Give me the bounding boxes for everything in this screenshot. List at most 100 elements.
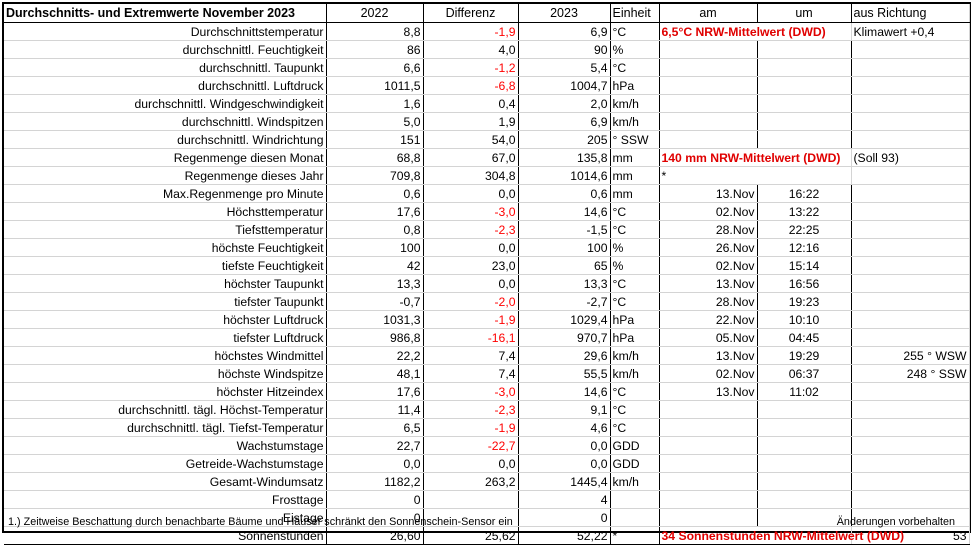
value-differenz	[423, 490, 519, 509]
value-differenz: 1,9	[423, 112, 519, 131]
value-2022: 86	[326, 40, 424, 59]
value-differenz: 4,0	[423, 40, 519, 59]
value-unit: °C	[610, 274, 660, 293]
value-date: 28.Nov	[659, 292, 758, 311]
footer-note: 1.) Zeitweise Beschattung durch benachba…	[8, 516, 513, 528]
value-unit: km/h	[610, 364, 660, 383]
value-2022: 0,6	[326, 184, 424, 203]
table-row: Tiefsttemperatur 0,8 -2,3 -1,5 °C 28.Nov 22:25	[4, 220, 970, 239]
value-direction	[851, 130, 970, 149]
table-row: durchschnittl. Windgeschwindigkeit 1,6 0,4…	[4, 94, 970, 113]
value-time	[757, 472, 852, 491]
value-date: 13.Nov	[659, 184, 758, 203]
table-row: Höchsttemperatur 17,6 -3,0 14,6 °C 02.Nov 13:2…	[4, 202, 970, 221]
value-unit: °C	[610, 22, 660, 41]
value-2023: 6,9	[518, 22, 611, 41]
value-differenz: 263,2	[423, 472, 519, 491]
value-direction	[851, 418, 970, 437]
value-differenz: -1,9	[423, 418, 519, 437]
row-label: durchschnittl. Windrichtung	[4, 130, 327, 149]
col-header-am: am	[659, 4, 758, 23]
value-differenz: -16,1	[423, 328, 519, 347]
row-label: durchschnittl. Windspitzen	[4, 112, 327, 131]
value-2022: 1182,2	[326, 472, 424, 491]
value-time	[757, 418, 852, 437]
value-2023: 65	[518, 256, 611, 275]
value-2022: 0	[326, 490, 424, 509]
col-header-einheit: Einheit	[610, 4, 660, 23]
value-2023: 14,6	[518, 382, 611, 401]
table-row: durchschnittl. Taupunkt 6,6 -1,2 5,4 °C	[4, 58, 970, 77]
header-row: Durchschnitts- und Extremwerte November …	[4, 4, 970, 23]
value-unit: mm	[610, 184, 660, 203]
table-row: durchschnittl. tägl. Höchst-Temperatur 11…	[4, 400, 970, 419]
value-date	[659, 112, 758, 131]
value-direction	[851, 184, 970, 203]
row-label: durchschnittl. tägl. Höchst-Temperatur	[4, 400, 327, 419]
value-time: 10:10	[757, 310, 852, 329]
value-time	[757, 400, 852, 419]
value-unit: %	[610, 238, 660, 257]
value-time	[757, 436, 852, 455]
value-direction	[851, 220, 970, 239]
value-differenz: 0,4	[423, 94, 519, 113]
value-date	[659, 490, 758, 509]
value-differenz: 0,0	[423, 184, 519, 203]
table-row: höchster Luftdruck 1031,3 -1,9 1029,4 hPa 22.…	[4, 310, 970, 329]
value-2023: 0,0	[518, 454, 611, 473]
value-unit: °C	[610, 202, 660, 221]
value-2022: 709,8	[326, 166, 424, 185]
value-2022: 100	[326, 238, 424, 257]
value-differenz: 54,0	[423, 130, 519, 149]
value-2023: 0,6	[518, 184, 611, 203]
value-date: 22.Nov	[659, 310, 758, 329]
value-2022: 11,4	[326, 400, 424, 419]
dwd-note: *	[659, 166, 852, 185]
value-date	[659, 76, 758, 95]
value-date: 13.Nov	[659, 346, 758, 365]
value-2022: 1,6	[326, 94, 424, 113]
value-direction	[851, 112, 970, 131]
value-2023: 90	[518, 40, 611, 59]
value-unit: hPa	[610, 328, 660, 347]
value-2022: 1031,3	[326, 310, 424, 329]
value-date	[659, 508, 758, 527]
value-time: 12:16	[757, 238, 852, 257]
row-label: tiefste Feuchtigkeit	[4, 256, 327, 275]
table-row: durchschnittl. Windrichtung 151 54,0 205 ° S…	[4, 130, 970, 149]
row-label: höchste Feuchtigkeit	[4, 238, 327, 257]
value-direction: 248 ° SSW	[851, 364, 970, 383]
value-differenz: 304,8	[423, 166, 519, 185]
value-2023: 1445,4	[518, 472, 611, 491]
value-unit: km/h	[610, 472, 660, 491]
value-direction	[851, 238, 970, 257]
value-time: 06:37	[757, 364, 852, 383]
value-date: 26.Nov	[659, 238, 758, 257]
row-label: höchster Luftdruck	[4, 310, 327, 329]
value-2023: 205	[518, 130, 611, 149]
value-unit: °C	[610, 400, 660, 419]
value-differenz: -1,2	[423, 58, 519, 77]
row-label: durchschnittl. Feuchtigkeit	[4, 40, 327, 59]
row-label: durchschnittl. Windgeschwindigkeit	[4, 94, 327, 113]
value-2023: 1014,6	[518, 166, 611, 185]
table-row: tiefste Feuchtigkeit 42 23,0 65% 02.Nov 15:14	[4, 256, 970, 275]
value-direction	[851, 292, 970, 311]
col-header-um: um	[757, 4, 852, 23]
col-header-2023: 2023	[518, 4, 611, 23]
value-2022: 5,0	[326, 112, 424, 131]
value-date	[659, 130, 758, 149]
stats-table: Durchschnitts- und Extremwerte November …	[4, 4, 970, 545]
table-row: Frosttage 0 4	[4, 490, 970, 509]
value-2023: -1,5	[518, 220, 611, 239]
value-direction	[851, 94, 970, 113]
row-label: tiefster Taupunkt	[4, 292, 327, 311]
sheet-title: Durchschnitts- und Extremwerte November …	[4, 4, 327, 23]
value-time: 11:02	[757, 382, 852, 401]
value-direction	[851, 490, 970, 509]
value-2022: 6,6	[326, 58, 424, 77]
value-2023: 4,6	[518, 418, 611, 437]
value-differenz: -6,8	[423, 76, 519, 95]
value-date	[659, 436, 758, 455]
value-time: 16:56	[757, 274, 852, 293]
